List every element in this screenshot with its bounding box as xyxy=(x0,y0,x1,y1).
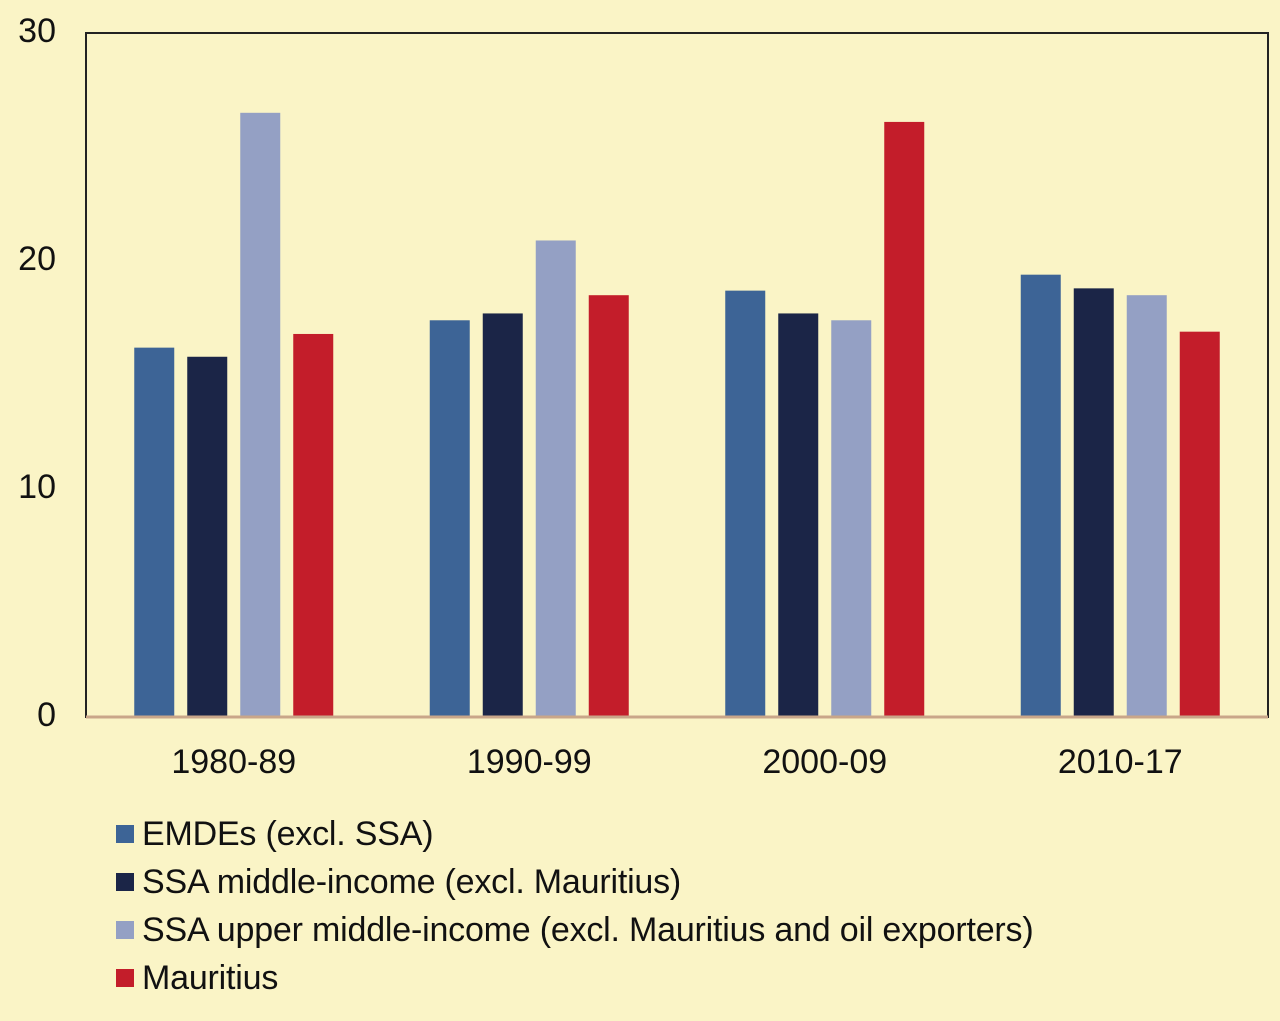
legend-label: SSA middle-income (excl. Mauritius) xyxy=(142,862,682,901)
bar xyxy=(725,290,766,717)
legend-item: Mauritius xyxy=(116,954,1033,1002)
bar xyxy=(884,121,925,718)
x-tick-label: 2000-09 xyxy=(762,743,887,781)
legend-item: SSA middle-income (excl. Mauritius) xyxy=(116,858,1033,906)
y-tick-label: 0 xyxy=(37,696,56,734)
bar xyxy=(482,313,523,717)
bar xyxy=(1020,274,1061,717)
bar xyxy=(293,333,334,717)
bar xyxy=(778,313,819,717)
y-tick-label: 10 xyxy=(18,468,56,506)
bar xyxy=(1179,331,1220,717)
y-tick-label: 20 xyxy=(18,240,56,278)
x-tick-label: 2010-17 xyxy=(1058,743,1183,781)
y-tick-label: 30 xyxy=(18,12,56,50)
legend-swatch xyxy=(116,873,134,891)
legend-swatch xyxy=(116,825,134,843)
legend-item: SSA upper middle-income (excl. Mauritius… xyxy=(116,906,1034,954)
legend-label: Mauritius xyxy=(142,958,279,997)
bars-group xyxy=(134,112,1220,718)
bar xyxy=(1073,288,1114,717)
legend-swatch xyxy=(116,921,134,939)
bar xyxy=(429,320,470,717)
legend-label: SSA upper middle-income (excl. Mauritius… xyxy=(142,910,1034,949)
legend: EMDEs (excl. SSA) SSA middle-income (exc… xyxy=(116,810,1034,1002)
bar xyxy=(134,347,175,717)
legend-item: EMDEs (excl. SSA) xyxy=(116,810,1033,858)
x-tick-label: 1980-89 xyxy=(171,743,296,781)
legend-swatch xyxy=(116,969,134,987)
bar xyxy=(588,295,629,717)
bar xyxy=(831,320,872,717)
x-tick-label: 1990-99 xyxy=(467,743,592,781)
bar xyxy=(1126,295,1167,717)
legend-label: EMDEs (excl. SSA) xyxy=(142,814,434,853)
y-axis-ticks: 0 10 20 30 xyxy=(18,12,56,734)
x-axis-ticks: 1980-89 1990-99 2000-09 2010-17 xyxy=(171,743,1182,781)
bar xyxy=(240,112,281,718)
bar xyxy=(535,240,576,718)
bar xyxy=(187,356,228,717)
